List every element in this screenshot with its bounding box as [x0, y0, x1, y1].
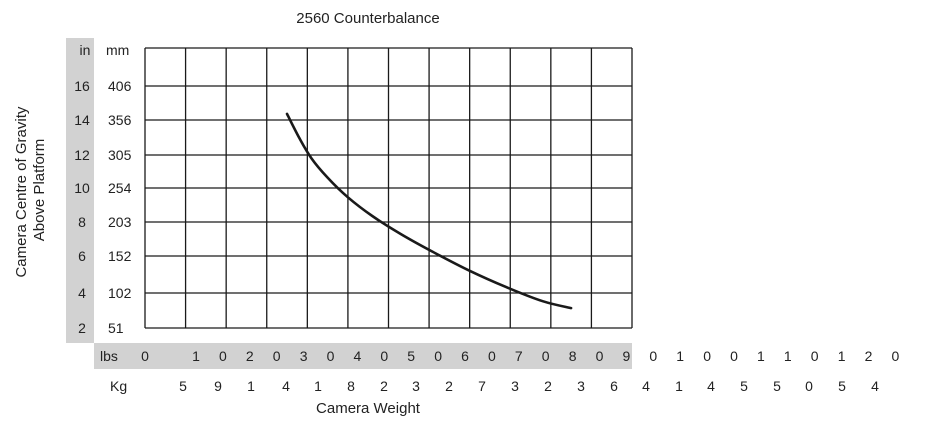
y-tick-inch-10: 10	[74, 180, 90, 196]
y-tick-mm-152: 152	[108, 248, 132, 264]
x-tick-lbs-23: 1	[784, 348, 792, 364]
y-tick-inch-16: 16	[74, 78, 90, 94]
x-axis-title: Camera Weight	[316, 400, 421, 417]
y-tick-mm-51: 51	[108, 320, 124, 336]
x-tick-lbs-26: 2	[865, 348, 873, 364]
chart-title: 2560 Counterbalance	[296, 10, 439, 27]
y-tick-inch-14: 14	[74, 112, 90, 128]
y-tick-mm-102: 102	[108, 285, 132, 301]
x-tick-lbs-16: 0	[596, 348, 604, 364]
x-tick-lbs-0: 0	[141, 348, 149, 364]
y-tick-mm-305: 305	[108, 147, 132, 163]
x-tick-kg-9: 7	[478, 378, 486, 394]
y-axis-label-band	[66, 38, 94, 343]
x-tick-kg-7: 3	[412, 378, 420, 394]
x-tick-kg-6: 2	[380, 378, 388, 394]
x-tick-kg-1: 9	[214, 378, 222, 394]
x-tick-lbs-4: 0	[273, 348, 281, 364]
x-unit-lbs: lbs	[100, 348, 118, 364]
x-tick-lbs-8: 0	[380, 348, 388, 364]
grid-lines	[144, 47, 633, 329]
x-tick-kg-18: 5	[773, 378, 781, 394]
x-tick-kg-4: 1	[314, 378, 322, 394]
y-tick-inch-8: 8	[78, 214, 86, 230]
x-tick-kg-10: 3	[511, 378, 519, 394]
x-tick-kg-16: 4	[707, 378, 715, 394]
x-tick-lbs-9: 5	[407, 348, 415, 364]
x-tick-lbs-27: 0	[892, 348, 900, 364]
x-tick-lbs-1: 1	[192, 348, 200, 364]
x-tick-kg-20: 5	[838, 378, 846, 394]
x-tick-lbs-11: 6	[461, 348, 469, 364]
x-tick-lbs-21: 0	[730, 348, 738, 364]
y-tick-inch-4: 4	[78, 285, 86, 301]
x-tick-lbs-15: 8	[569, 348, 577, 364]
x-tick-kg-19: 0	[805, 378, 813, 394]
y-tick-mm-356: 356	[108, 112, 132, 128]
x-tick-lbs-18: 0	[649, 348, 657, 364]
x-tick-lbs-12: 0	[488, 348, 496, 364]
x-tick-kg-3: 4	[282, 378, 290, 394]
x-tick-kg-14: 4	[642, 378, 650, 394]
x-tick-lbs-2: 0	[219, 348, 227, 364]
x-tick-lbs-6: 0	[327, 348, 335, 364]
x-tick-kg-15: 1	[675, 378, 683, 394]
series-layer	[285, 112, 573, 310]
x-tick-lbs-24: 0	[811, 348, 819, 364]
y-axis-title-line-2: Above Platform	[31, 139, 48, 242]
x-tick-kg-5: 8	[347, 378, 355, 394]
x-tick-lbs-10: 0	[434, 348, 442, 364]
x-tick-kg-21: 4	[871, 378, 879, 394]
x-tick-lbs-14: 0	[542, 348, 550, 364]
y-tick-mm-406: 406	[108, 78, 132, 94]
y-tick-inch-2: 2	[78, 320, 86, 336]
y-axis-title-line-1: Camera Centre of Gravity	[13, 106, 30, 277]
y-unit-inches: in	[80, 42, 91, 58]
x-tick-kg-17: 5	[740, 378, 748, 394]
x-tick-lbs-13: 7	[515, 348, 523, 364]
x-tick-lbs-3: 2	[246, 348, 254, 364]
x-tick-lbs-7: 4	[354, 348, 362, 364]
x-tick-lbs-25: 1	[838, 348, 846, 364]
x-tick-lbs-20: 0	[703, 348, 711, 364]
x-tick-lbs-5: 3	[300, 348, 308, 364]
x-tick-lbs-22: 1	[757, 348, 765, 364]
x-unit-kg: Kg	[110, 378, 127, 394]
y-tick-mm-203: 203	[108, 214, 132, 230]
x-tick-kg-11: 2	[544, 378, 552, 394]
y-tick-inch-12: 12	[74, 147, 90, 163]
counterbalance-curve-0	[285, 112, 573, 310]
x-tick-kg-0: 5	[179, 378, 187, 394]
x-tick-lbs-19: 1	[676, 348, 684, 364]
x-tick-kg-2: 1	[247, 378, 255, 394]
y-axis-title: Camera Centre of Gravity Above Platform	[13, 102, 48, 277]
x-tick-kg-8: 2	[445, 378, 453, 394]
y-tick-inch-6: 6	[78, 248, 86, 264]
x-tick-kg-13: 6	[610, 378, 618, 394]
x-tick-kg-12: 3	[577, 378, 585, 394]
x-axis-label-band	[94, 343, 632, 369]
y-tick-mm-254: 254	[108, 180, 132, 196]
y-unit-mm: mm	[106, 42, 129, 58]
x-tick-lbs-17: 9	[623, 348, 631, 364]
